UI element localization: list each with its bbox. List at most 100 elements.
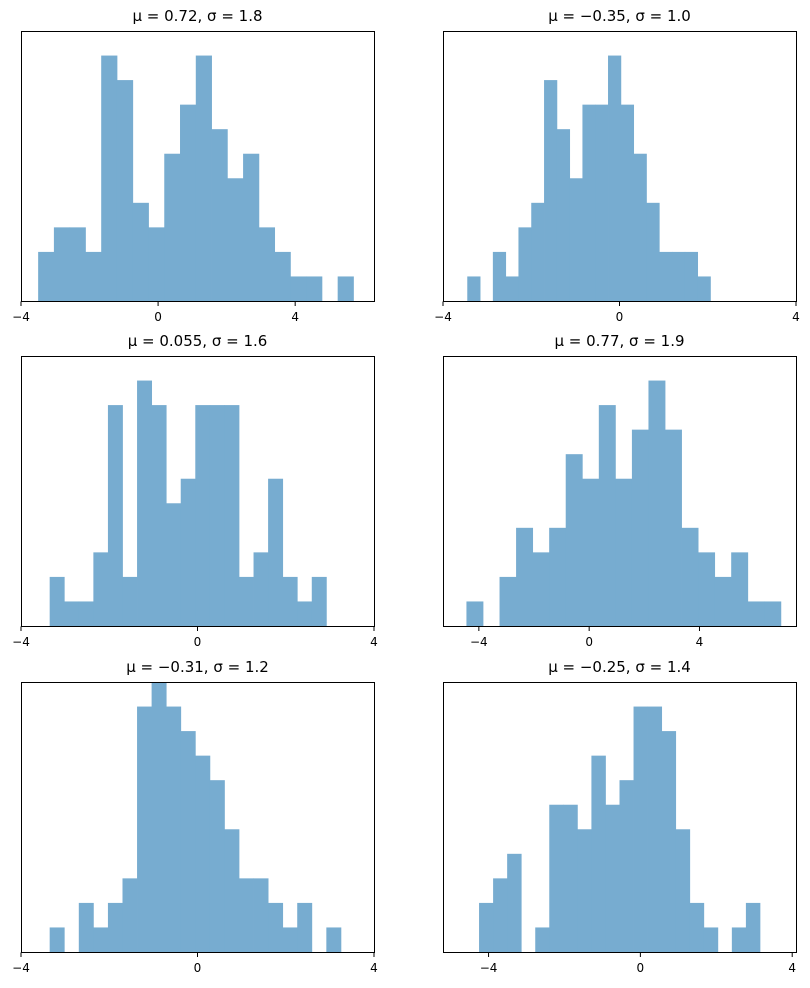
panel-title: μ = 0.77, σ = 1.9 [554,332,684,350]
histogram-bar [78,902,94,952]
histogram-bar [518,227,532,301]
histogram-bar [532,552,550,626]
histogram-bar [582,104,596,301]
histogram-bar [747,601,765,626]
histogram-bar [672,251,686,301]
histogram-panel-5: −4 0 4 μ = −0.31, σ = 1.2 [12,658,378,975]
histogram-bar [731,927,747,952]
histogram-bar [180,731,196,952]
histogram-bar [268,478,284,626]
histogram-bar [78,601,94,626]
x-tick-label: 0 [616,310,624,324]
histogram-bar [132,202,149,301]
histogram-bar [531,202,545,301]
x-tick-label: 0 [154,310,162,324]
histogram-bar [122,576,138,626]
histogram-bar [209,405,225,626]
panel-title: μ = −0.35, σ = 1.0 [548,7,691,25]
panel-title: μ = −0.25, σ = 1.4 [548,658,691,676]
histogram-bar [633,153,647,301]
histogram-bar [689,902,705,952]
histogram-bar [764,601,782,626]
histogram-bar [53,227,71,301]
histogram-bar [681,527,699,626]
histogram-bar [137,706,153,952]
histogram-bar [297,601,313,626]
x-tick-label: −4 [470,635,488,649]
histogram-panel-3: −4 0 4 μ = 0.055, σ = 1.6 [12,332,378,649]
histogram-bar [274,251,291,301]
histogram-bar [166,706,182,952]
histogram-bar [93,927,109,952]
histogram-bar [297,902,313,952]
histogram-bar [556,129,571,301]
x-tick-label: 4 [291,310,299,324]
histogram-bar [195,405,211,626]
x-tick-label: −4 [12,961,30,975]
histogram-bar [535,927,550,952]
histogram-bar [569,178,583,301]
histogram-bar [306,276,323,301]
histogram-bar [38,251,55,301]
histogram-bar [101,55,118,301]
histogram-bar [64,601,80,626]
histogram-bar [731,552,749,626]
histogram-bar [116,80,134,301]
histogram-bar [582,478,600,626]
x-tick-label: 0 [585,635,593,649]
histogram-panel-1: −4 0 4 μ = 0.72, σ = 1.8 [12,7,375,324]
histogram-bar [549,527,567,626]
histogram-bar [227,178,244,301]
histogram-bar [661,731,677,952]
histogram-bar [85,251,102,301]
histogram-bar [499,576,517,626]
histogram-bar [238,878,254,952]
histogram-bar [107,405,123,626]
x-tick-label: −4 [12,635,30,649]
histogram-bar [619,780,634,952]
histogram-bar [684,251,699,301]
histogram-bar [243,153,260,301]
histogram-bar [492,251,507,301]
histogram-bar [282,927,298,952]
histogram-bar [648,380,666,626]
x-tick-label: 4 [370,635,378,649]
x-tick-label: 0 [637,961,645,975]
histogram-bar [505,276,519,301]
histogram-bar [268,902,284,952]
histogram-bar [507,853,522,952]
histogram-panel-6: −4 0 4 μ = −0.25, σ = 1.4 [443,658,797,975]
histogram-bar [238,576,254,626]
histogram-bar [577,829,592,952]
histogram-bar [224,405,240,626]
histogram-bar [258,227,276,301]
histogram-bar [647,706,663,952]
axes-frame [21,31,375,302]
x-tick-label: −4 [434,310,452,324]
histogram-bar [211,129,228,301]
x-tick-label: 4 [370,961,378,975]
histogram-bar [493,878,508,952]
histogram-bar [544,80,558,301]
histogram-bar [565,454,583,626]
panel-title: μ = 0.72, σ = 1.8 [132,7,262,25]
x-tick-label: 0 [194,961,202,975]
histogram-bar [282,576,298,626]
x-tick-label: −4 [12,310,30,324]
histogram-bar [311,576,327,626]
histogram-bar [151,405,167,626]
x-tick-label: −4 [480,961,498,975]
histogram-bar [180,104,197,301]
histogram-bar [290,276,307,301]
histogram-bar [195,755,211,952]
histogram-panel-4: −4 0 4 μ = 0.77, σ = 1.9 [443,332,797,649]
x-tick-label: 4 [696,635,704,649]
histogram-bar [224,829,240,952]
histogram-panel-2: −4 0 4 μ = −0.35, σ = 1.0 [434,7,800,324]
histogram-bar [137,380,153,626]
histogram-bar [608,55,622,301]
histogram-bar [49,576,65,626]
histogram-bar [598,405,616,626]
x-tick-label: 4 [788,961,796,975]
histogram-bar [703,927,719,952]
